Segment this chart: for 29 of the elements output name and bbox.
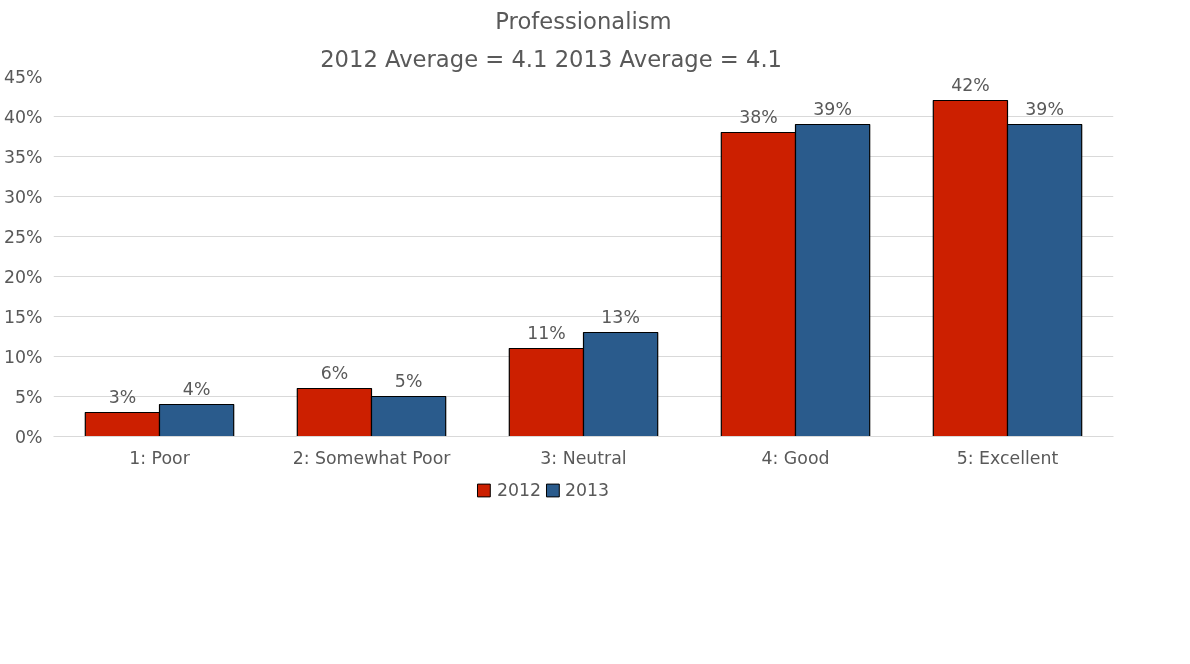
data-label: 39% — [1025, 98, 1064, 119]
x-tick-label: 5: Excellent — [956, 447, 1059, 468]
data-label: 3% — [108, 386, 137, 407]
y-tick-label: 35% — [3, 146, 43, 167]
y-tick-label: 0% — [15, 426, 43, 447]
data-label: 13% — [601, 306, 640, 327]
data-label: 39% — [813, 98, 852, 119]
y-tick-label: 45% — [3, 66, 43, 87]
y-tick-label: 20% — [3, 266, 43, 287]
x-tick-label: 1: Poor — [129, 447, 191, 468]
x-tick-label: 2: Somewhat Poor — [292, 447, 452, 468]
data-label: 4% — [182, 378, 211, 399]
y-tick-label: 30% — [3, 186, 43, 207]
data-label: 38% — [739, 106, 778, 127]
y-tick-label: 5% — [15, 386, 43, 407]
legend-label: 2013 — [564, 480, 610, 500]
y-tick-label: 25% — [3, 226, 43, 247]
x-tick-label: 4: Good — [761, 447, 830, 468]
y-tick-label: 10% — [3, 346, 43, 367]
y-tick-label: 15% — [3, 306, 43, 327]
data-label: 11% — [527, 322, 566, 343]
data-label: 6% — [320, 362, 349, 383]
data-label: 42% — [951, 74, 990, 95]
chart-title: Professionalism — [495, 7, 672, 34]
legend-label: 2012 — [496, 480, 541, 500]
x-tick-label: 3: Neutral — [540, 447, 627, 468]
chart-subtitle: 2012 Average = 4.1 2013 Average = 4.1 — [320, 45, 783, 72]
y-tick-label: 40% — [3, 106, 43, 127]
data-label: 5% — [394, 370, 423, 391]
